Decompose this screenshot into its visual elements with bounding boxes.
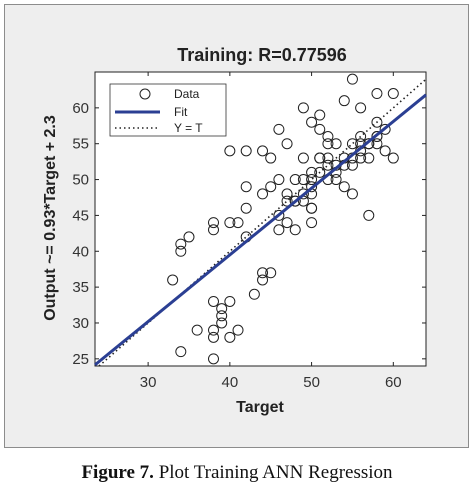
x-tick-label: 40 <box>222 374 239 391</box>
y-axis-title: Output ~= 0.93*Target + 2.3 <box>42 115 59 321</box>
y-tick-label: 35 <box>72 279 89 296</box>
y-tick-label: 55 <box>72 136 89 153</box>
y-tick-label: 25 <box>72 351 89 368</box>
y-tick-label: 60 <box>72 100 89 117</box>
legend-label-fit: Fit <box>174 105 188 119</box>
y-tick-label: 30 <box>72 315 89 332</box>
x-tick-label: 30 <box>140 374 157 391</box>
caption-label: Figure 7. <box>81 462 153 483</box>
legend-box <box>110 84 226 136</box>
y-tick-label: 45 <box>72 207 89 224</box>
legend-label-data: Data <box>174 87 200 101</box>
y-tick-label: 40 <box>72 243 89 260</box>
legend-label-identity: Y = T <box>174 121 203 135</box>
y-tick-label: 50 <box>72 172 89 189</box>
x-tick-label: 60 <box>385 374 402 391</box>
x-tick-label: 50 <box>303 374 320 391</box>
figure-caption: Figure 7. Plot Training ANN Regression <box>0 462 474 484</box>
x-axis-title: Target <box>236 399 284 416</box>
chart-title: Training: R=0.77596 <box>177 45 347 65</box>
legend: Data Fit Y = T <box>110 84 226 136</box>
caption-text: Plot Training ANN Regression <box>154 462 393 483</box>
